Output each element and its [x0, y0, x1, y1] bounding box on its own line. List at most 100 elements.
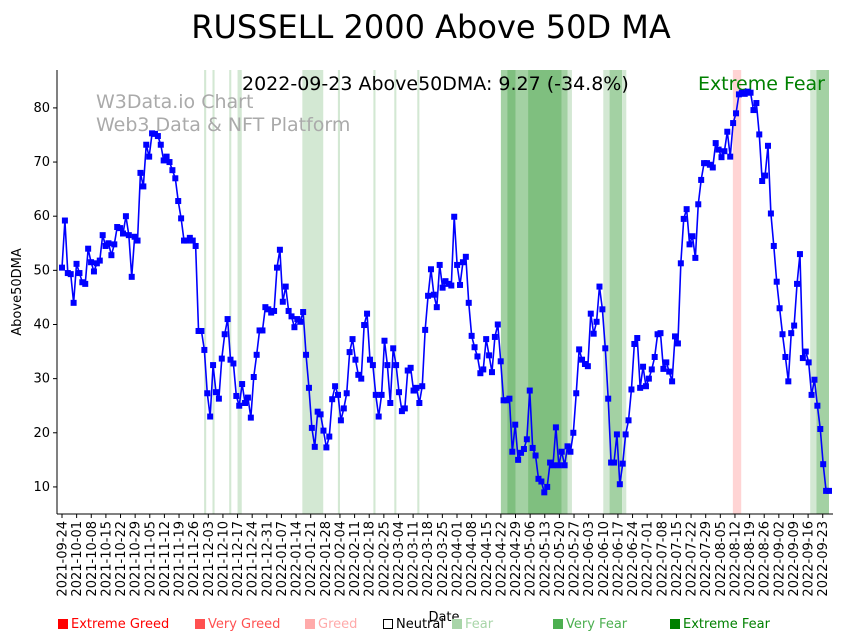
data-point [244, 394, 251, 401]
data-point [515, 456, 522, 463]
data-point [308, 424, 315, 431]
data-point [300, 309, 307, 316]
legend-swatch [383, 619, 393, 629]
x-tick-label: 2021-10-08 [85, 521, 100, 597]
data-point [271, 307, 278, 314]
data-point [303, 351, 310, 358]
x-tick-label: 2022-05-06 [524, 521, 539, 597]
data-point [201, 346, 208, 353]
legend-label: Greed [318, 617, 358, 632]
legend-label: Very Greed [208, 617, 281, 632]
data-point [230, 360, 237, 367]
data-point [579, 356, 586, 363]
data-point [491, 333, 498, 340]
legend-label: Very Fear [566, 617, 628, 632]
data-point [785, 378, 792, 385]
x-tick-label: 2022-08-12 [728, 521, 743, 597]
data-point [465, 299, 472, 306]
data-point [538, 478, 545, 485]
chart-title: RUSSELL 2000 Above 50D MA [191, 8, 671, 46]
data-point [576, 346, 583, 353]
legend-item: Extreme Fear [670, 617, 770, 632]
data-point [247, 414, 254, 421]
data-point [210, 362, 217, 369]
data-point [584, 363, 591, 370]
data-point [381, 337, 388, 344]
x-tick-label: 2022-06-24 [626, 521, 641, 597]
legend-item: Very Fear [553, 617, 627, 632]
data-point [622, 431, 629, 438]
y-tick-label: 50 [33, 263, 50, 278]
data-point [157, 141, 164, 148]
data-point [326, 433, 333, 440]
data-point [773, 278, 780, 285]
sentiment-band [302, 70, 324, 514]
data-point [680, 215, 687, 222]
data-point [512, 421, 519, 428]
data-point [599, 306, 606, 313]
x-tick-label: 2022-01-21 [304, 521, 319, 597]
x-tick-label: 2021-12-10 [216, 521, 231, 597]
data-point [242, 400, 249, 406]
data-point [85, 245, 92, 252]
data-point [759, 178, 766, 184]
data-point [169, 167, 176, 174]
data-point [311, 443, 318, 450]
data-point [340, 405, 347, 412]
x-tick-label: 2022-02-25 [377, 521, 392, 597]
data-point [640, 363, 647, 370]
data-point [727, 153, 734, 160]
data-point [709, 164, 716, 171]
data-point [666, 368, 673, 375]
data-point [172, 175, 179, 182]
data-point [468, 332, 475, 339]
data-point [218, 355, 225, 362]
data-point [698, 176, 705, 183]
data-point [276, 246, 283, 253]
x-tick-label: 2022-07-22 [685, 521, 700, 597]
data-point [393, 362, 400, 369]
data-point [285, 307, 292, 314]
data-point [593, 318, 600, 325]
x-tick-label: 2021-10-01 [70, 521, 85, 597]
data-point [343, 390, 350, 397]
x-tick-label: 2022-04-22 [494, 521, 509, 597]
x-tick-label: 2022-02-18 [363, 521, 378, 597]
data-point [73, 260, 80, 267]
y-axis: 10 20 30 40 50 60 70 80 [33, 101, 57, 495]
data-point [721, 148, 728, 155]
data-point [279, 298, 286, 305]
data-point [140, 183, 147, 190]
data-point [770, 242, 777, 249]
x-tick-label: 2022-09-02 [772, 521, 787, 597]
x-tick-label: 2022-08-26 [758, 521, 773, 597]
data-point [227, 356, 234, 363]
sentiment-band [394, 70, 397, 514]
legend-item: Greed [305, 617, 357, 632]
data-point [192, 242, 199, 249]
data-point [817, 425, 824, 432]
x-tick-label: 2022-05-13 [538, 521, 553, 597]
legend: Extreme Greed Very Greed Greed Neutral Fear V… [58, 617, 842, 635]
sentiment-band [622, 70, 627, 514]
data-point [645, 375, 652, 382]
x-tick-label: 2021-11-12 [158, 521, 173, 597]
sentiment-band [337, 70, 340, 514]
data-point [712, 140, 719, 147]
data-point [683, 206, 690, 213]
x-tick-label: 2021-12-24 [246, 521, 261, 597]
data-point [796, 251, 803, 258]
data-point [779, 331, 786, 338]
x-axis-label: Date [428, 610, 459, 625]
legend-swatch [195, 619, 205, 629]
data-point [602, 345, 609, 352]
data-point [529, 444, 536, 451]
data-point [61, 217, 68, 224]
y-tick-label: 30 [33, 372, 50, 387]
data-point [352, 356, 359, 363]
data-point [747, 89, 754, 96]
data-point [108, 252, 115, 259]
data-point [332, 383, 339, 390]
x-tick-label: 2022-07-01 [641, 521, 656, 597]
x-tick-label: 2022-04-01 [450, 521, 465, 597]
